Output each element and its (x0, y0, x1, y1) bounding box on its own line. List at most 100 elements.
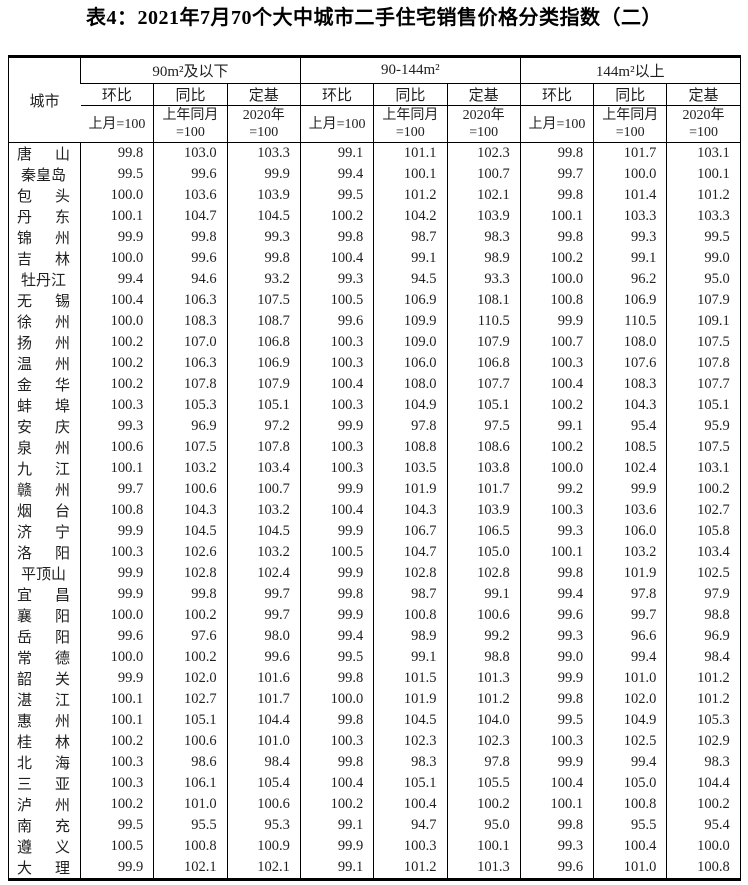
city-name: 赣州 (17, 483, 70, 499)
index-value-cell: 99.9 (79, 668, 154, 689)
index-value-cell: 99.5 (666, 227, 741, 248)
index-value-cell: 102.8 (153, 563, 228, 584)
index-value-cell: 95.4 (593, 416, 667, 437)
index-value-cell: 100.9 (226, 836, 301, 857)
table-row: 济宁 99.9 104.5 104.5 99.9 106.7 106.5 99.3 106.0 1… (9, 521, 741, 542)
index-value-cell: 100.1 (79, 710, 154, 731)
index-value-cell: 105.3 (666, 710, 741, 731)
city-name: 泸州 (17, 798, 70, 814)
index-value-cell: 106.9 (373, 290, 447, 311)
index-value-cell: 107.7 (666, 374, 741, 395)
index-value-cell: 100.8 (373, 605, 447, 626)
index-value-cell: 98.3 (373, 752, 447, 773)
index-value-cell: 93.3 (446, 269, 521, 290)
index-value-cell: 108.6 (446, 437, 521, 458)
index-value-cell: 98.4 (226, 752, 301, 773)
index-value-cell: 100.0 (666, 836, 741, 857)
index-value-cell: 103.6 (593, 500, 667, 521)
index-value-cell: 106.0 (593, 521, 667, 542)
index-value-cell: 100.1 (79, 689, 154, 710)
index-value-cell: 100.4 (519, 773, 594, 794)
table-row: 锦州 99.9 99.8 99.3 99.8 98.7 98.3 99.8 99.3 99.5 (9, 227, 741, 248)
table-row: 烟台 100.8 104.3 103.2 100.4 104.3 103.9 100.3 103… (9, 500, 741, 521)
index-value-cell: 100.4 (593, 836, 667, 857)
index-value-cell: 106.9 (226, 353, 301, 374)
index-value-cell: 105.1 (153, 710, 228, 731)
index-value-cell: 107.9 (666, 290, 741, 311)
index-value-cell: 102.1 (226, 857, 301, 880)
index-value-cell: 101.9 (593, 563, 667, 584)
index-value-cell: 99.8 (299, 710, 374, 731)
table-row: 大理 99.9 102.1 102.1 99.1 101.2 101.3 99.6 101.0 1… (9, 857, 741, 880)
index-value-cell: 99.9 (79, 857, 154, 880)
index-value-cell: 99.4 (519, 584, 594, 605)
city-name: 安庆 (17, 420, 70, 436)
index-value-cell: 99.8 (153, 584, 228, 605)
index-value-cell: 96.9 (666, 626, 741, 647)
index-value-cell: 101.2 (666, 185, 741, 206)
index-value-cell: 99.3 (519, 521, 594, 542)
city-name: 宜昌 (17, 588, 70, 604)
mom-header: 环比 (299, 83, 374, 106)
index-value-cell: 97.6 (153, 626, 228, 647)
table-row: 湛江 100.1 102.7 101.7 100.0 101.9 101.2 99.8 102.… (9, 689, 741, 710)
index-value-cell: 99.7 (79, 479, 154, 500)
index-value-cell: 102.3 (373, 731, 447, 752)
index-value-cell: 94.7 (373, 815, 447, 836)
index-value-cell: 101.3 (446, 668, 521, 689)
index-value-cell: 104.2 (373, 206, 447, 227)
index-value-cell: 100.6 (153, 731, 228, 752)
index-value-cell: 99.7 (593, 605, 667, 626)
index-value-cell: 99.2 (446, 626, 521, 647)
index-value-cell: 103.9 (226, 185, 301, 206)
index-value-cell: 100.2 (153, 647, 228, 668)
index-value-cell: 100.3 (299, 458, 374, 479)
group-header-90-and-below: 90m²及以下 (80, 56, 301, 84)
index-value-cell: 98.4 (666, 647, 741, 668)
index-value-cell: 100.3 (79, 752, 154, 773)
index-value-cell: 100.1 (519, 206, 594, 227)
index-value-cell: 100.2 (153, 605, 228, 626)
index-value-cell: 98.9 (446, 248, 521, 269)
index-value-cell: 101.2 (446, 689, 521, 710)
yoy-header: 同比 (153, 83, 228, 106)
table-row: 平顶山 99.9 102.8 102.4 99.9 102.8 102.8 99.8 101.9… (9, 563, 741, 584)
index-value-cell: 100.2 (446, 794, 521, 815)
table-row: 泉州 100.6 107.5 107.8 100.3 108.8 108.6 100.2 108… (9, 437, 741, 458)
index-value-cell: 99.5 (79, 815, 154, 836)
index-value-cell: 100.3 (79, 773, 154, 794)
index-value-cell: 100.4 (299, 500, 374, 521)
index-value-cell: 107.7 (446, 374, 521, 395)
index-value-cell: 103.8 (446, 458, 521, 479)
index-value-cell: 107.5 (666, 437, 741, 458)
city-name: 北海 (17, 756, 70, 772)
index-value-cell: 100.0 (79, 605, 154, 626)
index-value-cell: 104.3 (373, 500, 447, 521)
city-name: 岳阳 (17, 630, 70, 646)
table-row: 洛阳 100.3 102.6 103.2 100.5 104.7 105.0 100.1 103… (9, 542, 741, 563)
index-value-cell: 99.8 (79, 142, 154, 164)
index-value-cell: 97.2 (226, 416, 301, 437)
index-value-cell: 99.6 (519, 605, 594, 626)
index-value-cell: 98.9 (373, 626, 447, 647)
city-name: 惠州 (17, 714, 70, 730)
city-name: 三亚 (17, 777, 70, 793)
index-value-cell: 99.2 (519, 479, 594, 500)
table-row: 九江 100.1 103.2 103.4 100.3 103.5 103.8 100.0 102… (9, 458, 741, 479)
index-value-cell: 101.0 (153, 794, 228, 815)
base-note-prev-year: 上年同月 =100 (593, 105, 667, 143)
index-value-cell: 100.2 (79, 332, 154, 353)
index-value-cell: 101.7 (446, 479, 521, 500)
city-name: 包头 (17, 189, 70, 205)
base-note-prev-year: 上年同月 =100 (373, 105, 447, 143)
index-value-cell: 105.0 (446, 542, 521, 563)
index-value-cell: 100.2 (519, 395, 594, 416)
index-value-cell: 99.3 (519, 626, 594, 647)
index-value-cell: 100.3 (373, 836, 447, 857)
yoy-header: 同比 (593, 83, 667, 106)
mom-header: 环比 (80, 83, 154, 106)
index-value-cell: 99.9 (299, 416, 374, 437)
index-value-cell: 100.2 (299, 206, 374, 227)
index-value-cell: 103.3 (226, 142, 301, 164)
city-name: 吉林 (17, 252, 70, 268)
